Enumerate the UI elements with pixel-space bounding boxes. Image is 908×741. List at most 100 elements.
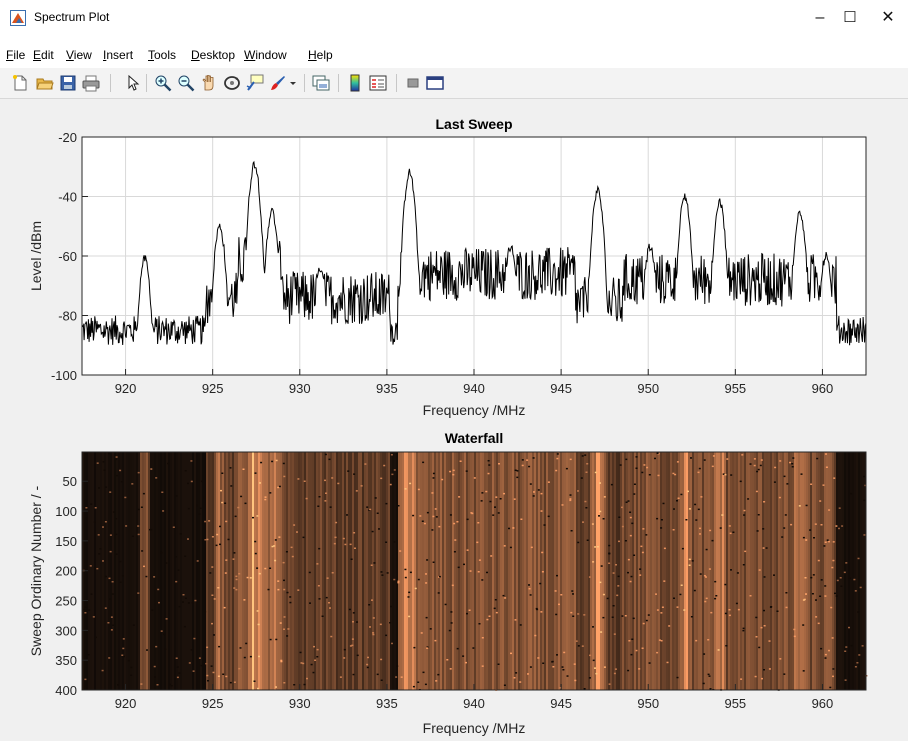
link-plot-icon[interactable] (312, 74, 330, 92)
new-figure-icon[interactable] (11, 74, 29, 92)
pan-icon[interactable] (200, 74, 218, 92)
waterfall-pixel (841, 525, 844, 527)
dock-icon[interactable] (426, 74, 444, 92)
waterfall-column (634, 452, 637, 690)
waterfall-pixel (419, 515, 422, 517)
print-icon[interactable] (82, 74, 100, 92)
waterfall-pixel (115, 533, 118, 536)
colorbar-icon[interactable] (346, 74, 364, 92)
waterfall-pixel (656, 517, 659, 520)
open-file-icon[interactable] (36, 74, 54, 92)
waterfall-pixel (690, 457, 692, 459)
waterfall-pixel (562, 669, 565, 671)
waterfall-column (288, 452, 291, 690)
waterfall-pixel (574, 679, 577, 682)
menu-tools[interactable]: Tools (148, 48, 176, 62)
waterfall-pixel (824, 585, 827, 587)
waterfall-column (186, 452, 189, 690)
figure-svg: 920 925 930 935 940 945 950 955 960 -20 -40 -60 -80… (28, 116, 868, 736)
waterfall-pixel (635, 649, 638, 652)
waterfall-axes[interactable]: 920 925 930 935 940 945 950 955 960 50 100 150 200 2… (55, 451, 868, 711)
waterfall-pixel (722, 473, 725, 475)
waterfall-column (638, 452, 641, 690)
maximize-button[interactable]: ☐ (843, 9, 857, 26)
waterfall-pixel (115, 474, 118, 477)
waterfall-pixel (621, 615, 624, 617)
menu-desktop[interactable]: Desktop (191, 48, 235, 62)
waterfall-column (710, 452, 713, 690)
waterfall-pixel (356, 654, 359, 657)
waterfall-pixel (389, 483, 392, 486)
legend-icon[interactable] (369, 74, 387, 92)
waterfall-column (572, 452, 575, 690)
waterfall-title: Waterfall (445, 430, 504, 446)
menu-view[interactable]: View (66, 48, 92, 62)
waterfall-pixel (747, 498, 750, 500)
waterfall-column (282, 452, 285, 690)
close-button[interactable]: ✕ (881, 9, 895, 26)
waterfall-pixel (434, 639, 437, 642)
waterfall-column (246, 452, 249, 690)
waterfall-pixel (296, 531, 298, 533)
waterfall-pixel (329, 506, 332, 508)
edit-plot-icon[interactable] (124, 74, 142, 92)
waterfall-column (530, 452, 533, 690)
waterfall-column (500, 452, 503, 690)
zoom-out-icon[interactable] (177, 74, 195, 92)
hide-tools-icon[interactable] (404, 74, 422, 92)
save-icon[interactable] (59, 74, 77, 92)
waterfall-pixel (560, 594, 563, 596)
waterfall-pixel (835, 595, 838, 597)
waterfall-pixel (577, 541, 580, 544)
waterfall-pixel (612, 605, 615, 607)
waterfall-column (176, 452, 179, 690)
waterfall-pixel (749, 595, 752, 597)
waterfall-column (112, 452, 115, 690)
waterfall-pixel (488, 615, 491, 617)
waterfall-column (672, 452, 675, 690)
waterfall-pixel (724, 473, 727, 476)
waterfall-pixel (198, 657, 201, 659)
waterfall-pixel (396, 665, 399, 667)
waterfall-column (510, 452, 513, 690)
waterfall-pixel (640, 545, 643, 548)
waterfall-column (812, 452, 815, 690)
waterfall-pixel (688, 558, 691, 561)
waterfall-column (592, 452, 595, 690)
waterfall-pixel (458, 496, 461, 498)
waterfall-pixel (211, 622, 213, 625)
waterfall-pixel (466, 549, 469, 551)
waterfall-pixel (793, 635, 796, 638)
waterfall-pixel (635, 467, 638, 469)
waterfall-column (742, 452, 745, 690)
menu-file[interactable]: File (6, 48, 25, 62)
last-sweep-axes[interactable]: 920 925 930 935 940 945 950 955 960 -20 -40 -60 -80… (51, 130, 867, 396)
waterfall-pixel (638, 668, 641, 670)
waterfall-column (458, 452, 461, 690)
waterfall-column (482, 452, 485, 690)
data-cursor-icon[interactable] (246, 74, 264, 92)
menu-insert[interactable]: Insert (103, 48, 133, 62)
brush-icon[interactable] (269, 74, 287, 92)
waterfall-pixel (566, 675, 569, 677)
waterfall-pixel (502, 594, 505, 597)
waterfall-column (248, 452, 251, 690)
waterfall-column (554, 452, 557, 690)
rotate-3d-icon[interactable] (223, 74, 241, 92)
waterfall-pixel (697, 508, 700, 511)
waterfall-pixel (89, 565, 92, 567)
minimize-button[interactable]: – (815, 9, 825, 26)
menu-edit[interactable]: Edit (33, 48, 54, 62)
menu-help[interactable]: Help (308, 48, 333, 62)
zoom-in-icon[interactable] (154, 74, 172, 92)
waterfall-pixel (603, 496, 606, 498)
menu-window[interactable]: Window (244, 48, 287, 62)
waterfall-column (536, 452, 539, 690)
waterfall-column (752, 452, 755, 690)
waterfall-column (626, 452, 629, 690)
waterfall-pixel (229, 681, 232, 684)
waterfall-pixel (805, 539, 808, 541)
waterfall-pixel (444, 603, 447, 606)
brush-dropdown-icon[interactable] (288, 74, 298, 92)
waterfall-pixel (256, 515, 259, 517)
